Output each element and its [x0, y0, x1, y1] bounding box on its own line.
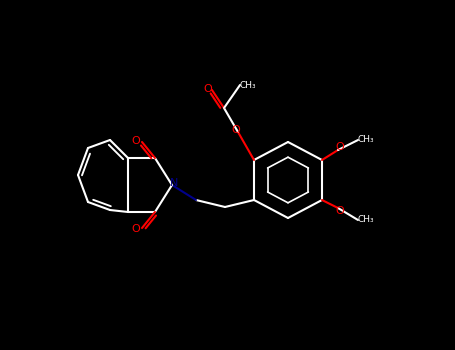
Text: CH₃: CH₃ [358, 135, 374, 145]
Text: O: O [204, 84, 212, 94]
Text: O: O [131, 224, 141, 234]
Text: CH₃: CH₃ [240, 80, 256, 90]
Text: O: O [336, 206, 344, 216]
Text: O: O [131, 136, 141, 146]
Text: N: N [170, 178, 178, 188]
Text: CH₃: CH₃ [358, 216, 374, 224]
Text: O: O [232, 125, 240, 135]
Text: O: O [336, 142, 344, 152]
